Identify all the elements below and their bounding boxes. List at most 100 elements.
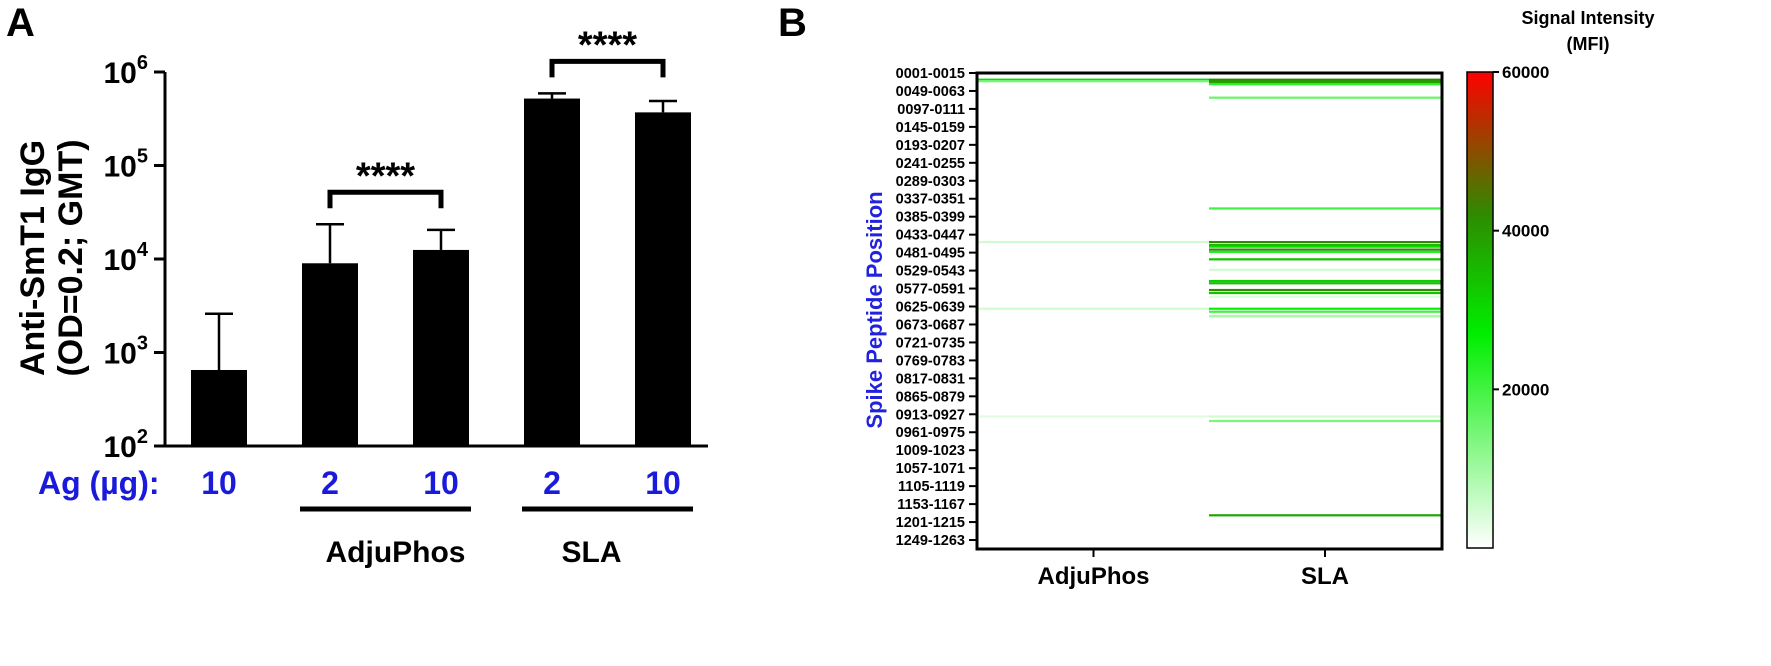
heatmap-frame (975, 71, 1444, 551)
bar (302, 263, 358, 446)
position-tick-label: 1201-1215 (896, 515, 965, 531)
x-tick-label: 2 (321, 465, 339, 501)
position-tick-label: 1057-1071 (896, 461, 965, 477)
heatmap-columns: AdjuPhos SLA (1038, 549, 1349, 590)
heatmap-row (978, 241, 1209, 244)
colorbar-tick-label: 60000 (1502, 63, 1549, 82)
position-tick-label: 0577-0591 (896, 282, 965, 298)
panel-b-heatmap: B Spike Peptide Position 0001-0015 0049-0… (778, 1, 1655, 590)
x-tick-label: 10 (423, 465, 459, 501)
significance-label: **** (578, 24, 637, 66)
heatmap-row (1209, 419, 1441, 423)
heatmap-y-axis-title: Spike Peptide Position (862, 191, 887, 428)
colorbar-ticks: 20000 40000 60000 (1493, 63, 1549, 399)
position-tick-label: 0337-0351 (896, 192, 965, 208)
heatmap-row (1209, 268, 1441, 271)
heatmap-row (1209, 288, 1441, 292)
heatmap-row (1209, 307, 1441, 310)
heatmap-row (978, 80, 1209, 83)
panel-b-label: B (778, 1, 807, 45)
position-tick-label: 0673-0687 (896, 317, 965, 333)
heatmap-row (1209, 279, 1441, 283)
position-tick-label: 0001-0015 (896, 66, 965, 82)
heatmap-row (1209, 250, 1441, 253)
position-tick-label: 1153-1167 (897, 497, 965, 513)
y-axis-title-line2: (OD=0.2; GMT) (52, 139, 90, 376)
column-label: SLA (1301, 563, 1349, 590)
position-tick-label: 1009-1023 (896, 443, 965, 459)
heatmap-row (978, 78, 1209, 81)
position-tick-label: 0961-0975 (896, 425, 965, 441)
position-tick-label: 0289-0303 (896, 174, 965, 190)
bar (635, 112, 691, 446)
group-label: SLA (562, 536, 622, 569)
position-tick-label: 0193-0207 (896, 138, 965, 154)
colorbar-tick-label: 20000 (1502, 380, 1549, 399)
heatmap-row (1209, 83, 1441, 86)
significance-bracket (327, 189, 444, 209)
heatmap-row (1209, 514, 1441, 517)
y-axis-title-line1: Anti-SmT1 IgG (14, 140, 52, 376)
y-tick-exponent: 6 (137, 52, 148, 74)
bar (191, 369, 247, 446)
bar (524, 98, 580, 447)
y-tick-base: 10 (104, 244, 137, 277)
heatmap-row (1209, 244, 1441, 247)
y-tick-exponent: 4 (137, 239, 149, 261)
significance-label: **** (356, 155, 415, 197)
panel-a-label: A (6, 1, 35, 45)
y-tick-label: 106 (104, 52, 149, 90)
position-tick-label: 0241-0255 (896, 156, 965, 172)
position-tick-label: 0481-0495 (896, 246, 965, 262)
position-tick-label: 1249-1263 (896, 533, 965, 549)
y-tick-label: 105 (104, 146, 149, 184)
colorbar (1466, 71, 1494, 549)
position-tick-label: 0385-0399 (896, 210, 965, 226)
position-tick-label: 0529-0543 (896, 264, 965, 280)
significance-brackets: **** **** (327, 24, 666, 209)
heatmap-rows (978, 78, 1441, 517)
group-label: AdjuPhos (326, 536, 466, 569)
heatmap-row (1209, 295, 1441, 298)
column-label: AdjuPhos (1038, 563, 1150, 590)
heatmap-row (1209, 241, 1441, 244)
heatmap-row (1209, 81, 1441, 84)
position-tick-label: 0769-0783 (896, 353, 965, 369)
heatmap-row (1209, 80, 1441, 83)
y-tick-label: 104 (104, 239, 149, 277)
y-tick-base: 10 (104, 57, 137, 90)
x-tick-label: 2 (543, 465, 561, 501)
position-tick-label: 0625-0639 (896, 300, 965, 316)
heatmap-row (1209, 282, 1441, 285)
significance-bracket (549, 58, 666, 78)
y-axis-title: Anti-SmT1 IgG (OD=0.2; GMT) (14, 139, 90, 376)
heatmap-row (978, 415, 1209, 418)
y-tick-exponent: 5 (137, 146, 148, 168)
y-tick-exponent: 2 (137, 426, 148, 448)
position-tick-label: 0913-0927 (896, 407, 965, 423)
error-bars (205, 92, 677, 370)
position-tick-label: 0433-0447 (896, 228, 965, 244)
heatmap-row (1209, 291, 1441, 295)
peptide-position-ticks: 0001-0015 0049-0063 0097-0111 0145-0159 0193… (896, 66, 977, 549)
panel-a-bar-chart: A Anti-SmT1 IgG (OD=0.2; GMT) 1021031041… (6, 1, 708, 569)
position-tick-label: 0865-0879 (896, 389, 965, 405)
y-tick-base: 10 (104, 151, 137, 184)
x-tick-label: 10 (645, 465, 681, 501)
heatmap-row (1209, 248, 1441, 251)
heatmap-row (1209, 245, 1441, 248)
position-tick-label: 1105-1119 (898, 479, 965, 495)
y-tick-base: 10 (104, 338, 137, 371)
position-tick-label: 0145-0159 (896, 120, 965, 136)
heatmap-row (1209, 310, 1441, 313)
heatmap-row (978, 307, 1209, 310)
colorbar-title-line2: (MFI) (1567, 34, 1610, 54)
position-tick-label: 0097-0111 (897, 102, 965, 118)
heatmap-row (1209, 78, 1441, 81)
group-labels: AdjuPhos SLA (300, 506, 693, 569)
position-tick-label: 0721-0735 (896, 335, 965, 351)
colorbar-title-line1: Signal Intensity (1521, 8, 1654, 28)
bars (191, 98, 691, 447)
